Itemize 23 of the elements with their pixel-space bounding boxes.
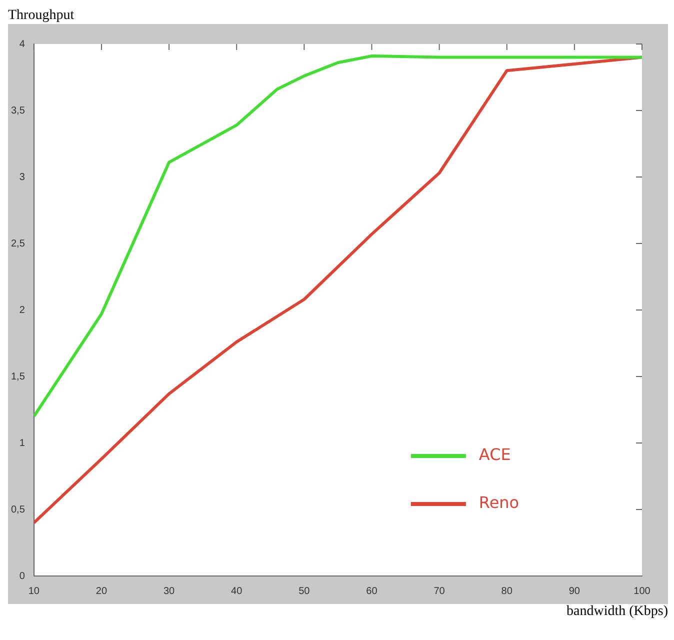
chart-title: Throughput <box>8 8 76 24</box>
x-axis-title: bandwidth (Kbps) <box>566 604 668 620</box>
y-tick-label: 2 <box>19 304 26 316</box>
y-tick-label: 1,5 <box>10 371 26 382</box>
y-tick-label: 3,5 <box>10 105 26 116</box>
x-tick-label: 30 <box>163 586 176 597</box>
x-tick-label: 20 <box>96 586 108 597</box>
y-tick-label: 1 <box>19 438 26 449</box>
y-tick-label: 0,5 <box>10 504 26 516</box>
legend-label: Reno <box>478 493 520 512</box>
x-tick-label: 80 <box>501 586 513 597</box>
y-tick-label: 4 <box>19 38 26 50</box>
x-tick-label: 70 <box>434 586 446 597</box>
x-tick-label: 50 <box>298 586 310 597</box>
x-tick-label: 40 <box>231 586 243 597</box>
x-tick-label: 10 <box>28 586 40 597</box>
x-tick-label: 90 <box>568 586 580 597</box>
y-tick-label: 3 <box>19 172 26 183</box>
y-tick-label: 0 <box>19 570 26 582</box>
legend-label: ACE <box>478 445 511 464</box>
y-tick-label: 2,5 <box>10 238 26 250</box>
x-tick-label: 60 <box>366 586 378 597</box>
x-tick-label: 100 <box>634 586 651 597</box>
